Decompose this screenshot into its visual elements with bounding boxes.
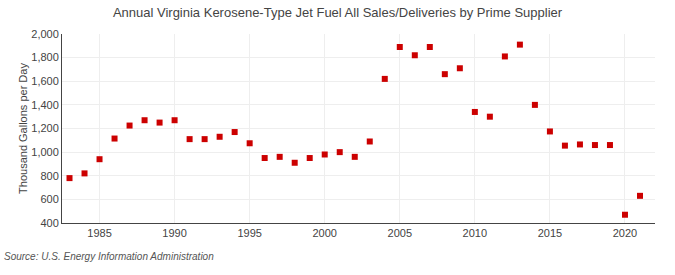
svg-text:1995: 1995 bbox=[237, 227, 261, 239]
svg-text:1,800: 1,800 bbox=[31, 51, 59, 63]
svg-text:2,000: 2,000 bbox=[31, 28, 59, 40]
svg-text:2005: 2005 bbox=[388, 227, 412, 239]
svg-text:800: 800 bbox=[40, 170, 58, 182]
svg-text:1,600: 1,600 bbox=[31, 75, 59, 87]
svg-text:Annual Virginia Kerosene-Type: Annual Virginia Kerosene-Type Jet Fuel A… bbox=[113, 5, 563, 20]
svg-text:600: 600 bbox=[40, 193, 58, 205]
svg-text:1990: 1990 bbox=[162, 227, 186, 239]
svg-text:2020: 2020 bbox=[613, 227, 637, 239]
svg-text:Source: U.S. Energy Informatio: Source: U.S. Energy Information Administ… bbox=[4, 251, 214, 262]
svg-text:2010: 2010 bbox=[463, 227, 487, 239]
svg-text:Thousand Gallons per Day: Thousand Gallons per Day bbox=[17, 63, 29, 194]
svg-text:1985: 1985 bbox=[87, 227, 111, 239]
svg-text:1,200: 1,200 bbox=[31, 122, 59, 134]
svg-text:400: 400 bbox=[40, 217, 58, 229]
svg-text:2015: 2015 bbox=[538, 227, 562, 239]
svg-text:1,000: 1,000 bbox=[31, 146, 59, 158]
svg-text:1,400: 1,400 bbox=[31, 99, 59, 111]
svg-text:2000: 2000 bbox=[312, 227, 336, 239]
